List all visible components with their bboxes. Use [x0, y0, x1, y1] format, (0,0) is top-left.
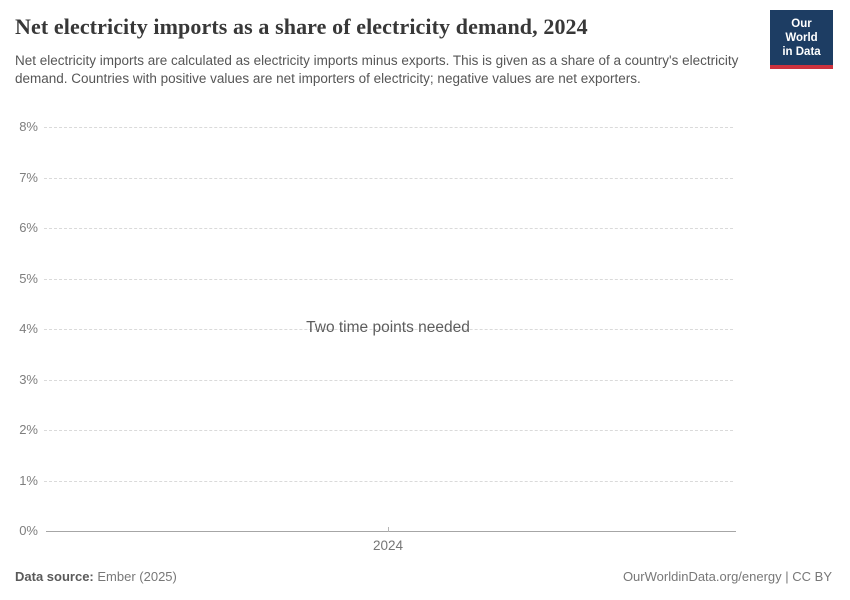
chart-empty-message: Two time points needed: [306, 319, 470, 336]
chart-subtitle: Net electricity imports are calculated a…: [15, 53, 739, 86]
y-axis-tick-label: 7%: [19, 170, 38, 185]
attribution-text: OurWorldinData.org/energy | CC BY: [622, 569, 832, 584]
y-axis-tick-label: 2%: [19, 422, 38, 437]
page-title: Net electricity imports as a share of el…: [15, 14, 588, 39]
x-axis-tick-mark: [388, 527, 389, 532]
gridline: [44, 279, 733, 280]
data-source-label: Data source:: [15, 569, 94, 584]
y-axis-tick-label: 1%: [19, 473, 38, 488]
y-axis-tick-label: 5%: [19, 271, 38, 286]
data-source-value: Ember (2025): [97, 569, 177, 584]
gridline: [44, 178, 733, 179]
gridline: [44, 430, 733, 431]
logo-text-line1: Our World: [785, 18, 818, 44]
x-axis-tick-label: 2024: [372, 538, 404, 553]
y-axis-tick-label: 4%: [19, 321, 38, 336]
x-axis-line: [46, 531, 736, 532]
gridline: [44, 380, 733, 381]
chart-footer: Data source: Ember (2025) OurWorldinData…: [15, 569, 832, 584]
gridline: [44, 127, 733, 128]
y-axis-tick-label: 8%: [19, 119, 38, 134]
y-axis-tick-label: 0%: [19, 523, 38, 538]
y-axis-tick-label: 6%: [19, 220, 38, 235]
y-axis-tick-label: 3%: [19, 372, 38, 387]
gridline: [44, 329, 733, 330]
logo-text-line2: in Data: [782, 46, 821, 58]
gridline: [44, 481, 733, 482]
owid-logo: Our World in Data: [770, 10, 833, 69]
gridline: [44, 228, 733, 229]
